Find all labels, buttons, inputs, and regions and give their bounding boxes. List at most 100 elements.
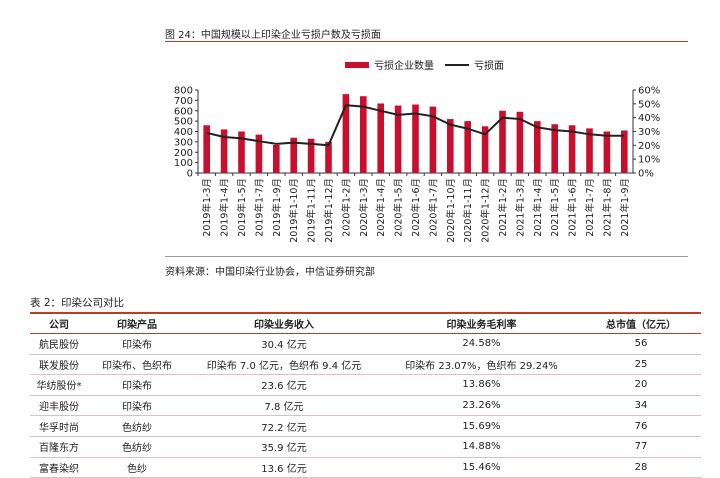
cell-revenue: 7.8 亿元 xyxy=(186,395,382,417)
bar-loss-count xyxy=(220,129,228,173)
cell-revenue: 72.2 亿元 xyxy=(186,415,382,437)
bar-loss-count xyxy=(586,128,593,173)
cell-product: 色纺纱 xyxy=(88,436,186,458)
bar-loss-count xyxy=(603,131,611,173)
y-right-tick-label: 50% xyxy=(638,99,660,110)
bar-loss-count xyxy=(481,126,489,173)
bar-loss-count xyxy=(620,130,628,173)
cell-revenue: 印染布 7.0 亿元，色织布 9.4 亿元 xyxy=(186,354,382,376)
cell-margin: 13.86% xyxy=(382,374,581,396)
header-company: 公司 xyxy=(49,320,69,331)
y-left-tick-label: 0 xyxy=(187,169,193,180)
x-tick-label: 2021年1-8月 xyxy=(601,178,613,237)
y-left-tick-label: 400 xyxy=(174,127,193,138)
table-header-row: 公司 印染产品 印染业务收入 印染业务毛利率 总市值（亿元） xyxy=(30,313,701,334)
cell-market-cap: 20 xyxy=(581,374,701,396)
cell-company: 富春染织 xyxy=(30,457,88,478)
y-left-tick-label: 300 xyxy=(174,137,193,148)
cell-market-cap: 56 xyxy=(581,333,701,355)
cell-margin: 23.26% xyxy=(382,395,581,417)
legend-label-line: 亏损面 xyxy=(474,59,504,72)
bar-loss-count xyxy=(290,137,298,173)
y-right-tick-label: 10% xyxy=(638,155,660,166)
cell-company: 联发股份 xyxy=(30,354,88,376)
bar-loss-count xyxy=(499,110,506,173)
x-tick-label: 2019年1-11月 xyxy=(306,178,318,243)
cell-product: 印染布 xyxy=(88,374,186,396)
x-tick-label: 2020年1-12月 xyxy=(480,178,492,243)
y-left-tick-label: 100 xyxy=(174,158,193,169)
table-row: 富春染织 色纱 13.6 亿元 15.46% 28 xyxy=(30,457,701,478)
figure-title-rule xyxy=(165,41,688,42)
company-comparison-table: 公司 印染产品 印染业务收入 印染业务毛利率 总市值（亿元） 航民股份 印染布 … xyxy=(30,312,701,478)
table-row: 百隆东方 色纺纱 35.9 亿元 14.88% 77 xyxy=(30,436,701,458)
cell-margin: 印染布 23.07%，色织布 29.24% xyxy=(382,354,581,376)
cell-product: 印染布、色织布 xyxy=(88,354,186,376)
header-product: 印染产品 xyxy=(117,320,157,331)
cell-margin: 15.46% xyxy=(382,457,581,478)
table-row: 联发股份 印染布、色织布 印染布 7.0 亿元，色织布 9.4 亿元 印染布 2… xyxy=(30,354,701,376)
cell-company: 迎丰股份 xyxy=(30,395,88,417)
cell-margin: 14.88% xyxy=(382,436,581,458)
cell-company: 华纺股份* xyxy=(30,374,88,396)
y-right-tick-label: 40% xyxy=(638,113,660,124)
x-tick-label: 2019年1-5月 xyxy=(236,178,248,237)
header-market-cap: 总市值（亿元） xyxy=(606,320,676,331)
bar-loss-count xyxy=(412,104,419,173)
x-tick-label: 2019年1-9月 xyxy=(271,178,283,237)
cell-company: 华孚时尚 xyxy=(30,415,88,437)
y-right-tick-label: 60% xyxy=(638,86,660,97)
bar-loss-count xyxy=(446,119,454,173)
cell-company: 百隆东方 xyxy=(30,436,88,458)
bar-loss-count xyxy=(203,125,211,173)
x-tick-label: 2021年1-5月 xyxy=(549,178,561,237)
bar-loss-count xyxy=(568,125,576,173)
figure-title: 图 24：中国规模以上印染企业亏损户数及亏损面 xyxy=(165,30,381,41)
cell-revenue: 35.9 亿元 xyxy=(186,436,382,458)
y-right-tick-label: 30% xyxy=(638,127,660,138)
cell-revenue: 30.4 亿元 xyxy=(186,333,382,355)
bar-loss-count xyxy=(464,121,472,173)
x-tick-label: 2020年1-5月 xyxy=(393,178,405,237)
x-tick-label: 2019年1-4月 xyxy=(219,178,231,237)
table-row: 迎丰股份 印染布 7.8 亿元 23.26% 34 xyxy=(30,395,701,417)
figure-bottom-rule xyxy=(165,256,688,257)
x-tick-label: 2021年1-6月 xyxy=(567,178,579,237)
cell-margin: 15.69% xyxy=(382,415,581,437)
bar-loss-count xyxy=(394,105,402,173)
y-right-tick-label: 0% xyxy=(638,169,654,180)
x-tick-label: 2021年1-4月 xyxy=(532,178,544,237)
x-tick-label: 2019年1-12月 xyxy=(323,178,335,243)
cell-product: 印染布 xyxy=(88,395,186,417)
cell-revenue: 23.6 亿元 xyxy=(186,374,382,396)
cell-product: 色纱 xyxy=(88,457,186,478)
cell-product: 色纺纱 xyxy=(88,415,186,437)
cell-market-cap: 76 xyxy=(581,415,701,437)
table-row: 航民股份 印染布 30.4 亿元 24.58% 56 xyxy=(30,333,701,355)
bar-loss-count xyxy=(342,94,350,173)
cell-margin: 24.58% xyxy=(382,333,581,355)
y-right-tick-label: 20% xyxy=(638,141,660,152)
cell-market-cap: 25 xyxy=(581,354,701,376)
figure-source: 资料来源：中国印染行业协会，中信证券研究部 xyxy=(165,267,375,278)
header-revenue: 印染业务收入 xyxy=(254,320,314,331)
bar-loss-count xyxy=(533,121,541,173)
y-left-tick-label: 800 xyxy=(174,86,193,97)
cell-revenue: 13.6 亿元 xyxy=(186,457,382,478)
x-tick-label: 2020年1-11月 xyxy=(462,178,474,243)
bar-loss-count xyxy=(429,106,437,173)
x-tick-label: 2020年1-6月 xyxy=(410,178,422,237)
x-tick-label: 2021年1-2月 xyxy=(497,178,509,237)
cell-product: 印染布 xyxy=(88,333,186,355)
legend-swatch-bar xyxy=(345,62,369,68)
y-left-tick-label: 700 xyxy=(174,96,193,107)
x-tick-label: 2020年1-7月 xyxy=(427,178,439,237)
x-tick-label: 2020年1-2月 xyxy=(340,178,352,237)
bar-loss-count xyxy=(551,124,559,173)
y-left-tick-label: 200 xyxy=(174,148,193,159)
x-tick-label: 2019年1-3月 xyxy=(201,178,213,237)
bar-loss-count xyxy=(377,103,385,173)
y-left-tick-label: 600 xyxy=(174,106,193,117)
line-loss-ratio xyxy=(206,104,625,147)
